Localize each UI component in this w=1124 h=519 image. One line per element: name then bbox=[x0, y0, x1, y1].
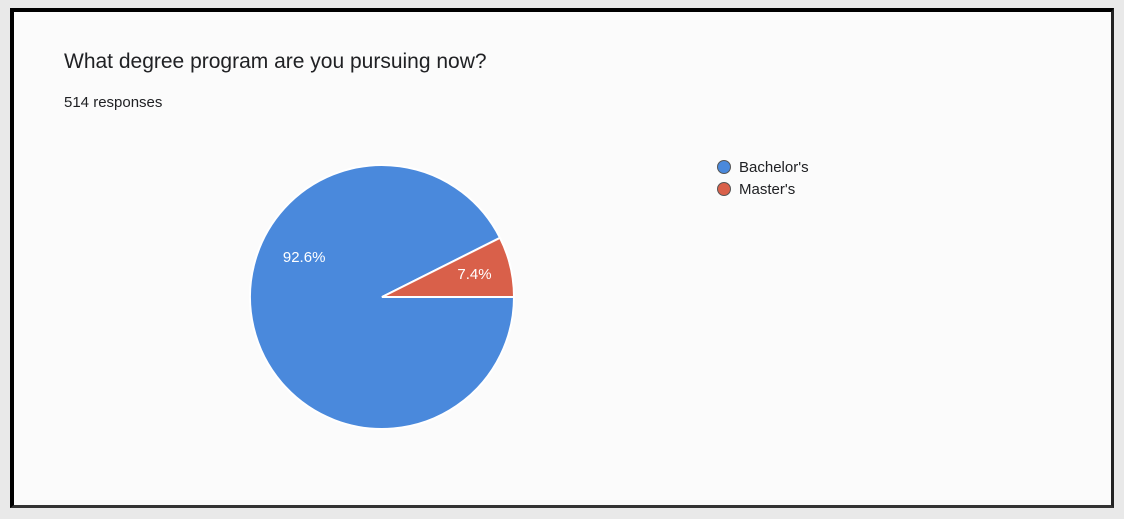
legend-item-masters[interactable]: Master's bbox=[717, 178, 809, 200]
response-count: 514 responses bbox=[64, 94, 163, 111]
chart-card: What degree program are you pursuing now… bbox=[10, 8, 1114, 508]
legend-item-bachelors[interactable]: Bachelor's bbox=[717, 156, 809, 178]
question-title: What degree program are you pursuing now… bbox=[64, 50, 487, 73]
slice-label-bachelors: 92.6% bbox=[283, 249, 326, 266]
legend-label: Bachelor's bbox=[739, 158, 809, 176]
chart-legend: Bachelor's Master's bbox=[717, 156, 809, 200]
legend-label: Master's bbox=[739, 180, 796, 198]
pie-chart: 92.6% 7.4% bbox=[249, 164, 516, 430]
legend-swatch-icon bbox=[717, 182, 731, 196]
legend-swatch-icon bbox=[717, 160, 731, 174]
slice-label-masters: 7.4% bbox=[457, 266, 491, 283]
slice-masters[interactable] bbox=[381, 236, 516, 298]
